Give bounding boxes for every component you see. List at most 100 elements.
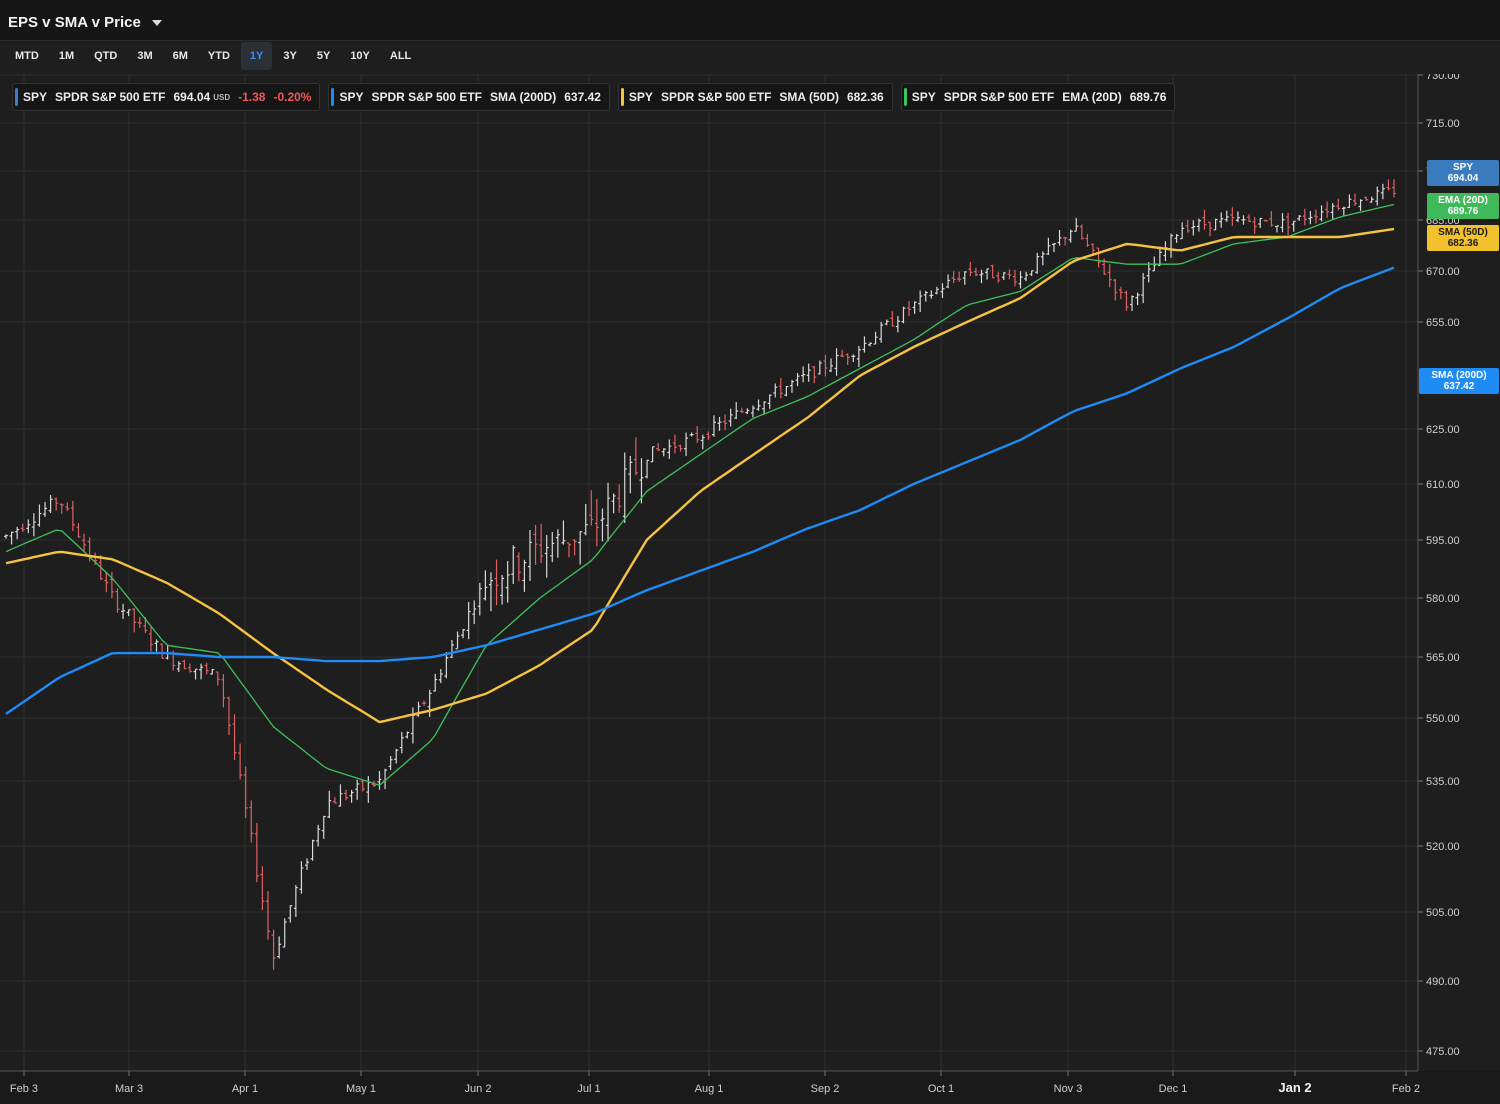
ohlc-bar — [70, 500, 75, 531]
ohlc-bar — [773, 383, 778, 398]
ohlc-bar — [934, 286, 939, 295]
ohlc-bar — [1068, 229, 1073, 243]
y-tick-label: 730.00 — [1426, 74, 1460, 82]
legend-ticker: SPY — [628, 90, 653, 104]
ohlc-bar — [1392, 179, 1396, 198]
ohlc-bar — [1196, 218, 1201, 232]
ohlc-bar — [873, 331, 878, 345]
price-tag-ema-20d: EMA (20D) 689.76 — [1427, 193, 1499, 219]
ohlc-bar — [1291, 220, 1296, 232]
ohlc-bar — [422, 700, 427, 706]
ohlc-bar — [327, 790, 332, 819]
ohlc-bar — [1386, 179, 1391, 191]
range-button-mtd[interactable]: MTD — [15, 50, 39, 62]
ohlc-bar — [645, 459, 650, 479]
legend-chip-sma-50d[interactable]: SPY SPDR S&P 500 ETF SMA (50D) 682.36 — [617, 83, 893, 111]
ohlc-bar — [26, 519, 31, 534]
ohlc-bar — [505, 561, 510, 603]
range-button-1y[interactable]: 1Y — [240, 42, 273, 70]
y-tick-label: 670.00 — [1426, 266, 1460, 278]
range-button-ytd[interactable]: YTD — [207, 50, 230, 62]
ohlc-bar — [895, 316, 900, 333]
ohlc-bar — [817, 360, 822, 375]
range-button-3m[interactable]: 3M — [137, 50, 153, 62]
ohlc-bar — [583, 504, 588, 536]
ohlc-bar — [1185, 219, 1190, 233]
x-axis-band — [0, 1071, 1500, 1104]
ohlc-bar — [221, 674, 226, 708]
legend-unit: USD — [213, 92, 231, 102]
range-button-qtd[interactable]: QTD — [94, 50, 118, 62]
ohlc-bar — [477, 582, 482, 616]
ohlc-bar — [1380, 183, 1385, 200]
range-button-6m[interactable]: 6M — [172, 50, 188, 62]
ohlc-bar — [806, 363, 811, 382]
ohlc-bar — [555, 529, 560, 558]
ohlc-bar — [1352, 193, 1357, 206]
ohlc-bar — [845, 353, 850, 365]
ohlc-bar — [109, 572, 114, 599]
ohlc-bar — [750, 405, 755, 418]
ohlc-bar — [9, 531, 14, 545]
legend-name: SPDR S&P 500 ETF — [371, 90, 482, 104]
ohlc-bar — [210, 668, 215, 675]
ohlc-bar — [762, 401, 767, 415]
ohlc-bar — [377, 770, 382, 790]
x-axis: Feb 3 Mar 3 Apr 1 May 1 Jun 2 Jul 1 Aug 1 Sep 2… — [0, 1070, 1500, 1104]
ohlc-bar — [907, 301, 912, 317]
top-bar: EPS v SMA v Price — [0, 0, 1500, 41]
legend-chip-sma-200d[interactable]: SPY SPDR S&P 500 ETF SMA (200D) 637.42 — [328, 83, 610, 111]
range-button-3y[interactable]: 3Y — [283, 50, 297, 62]
ohlc-bar — [985, 268, 990, 280]
ohlc-bar — [59, 503, 64, 514]
ohlc-bar — [1224, 210, 1229, 222]
ohlc-bar — [1336, 198, 1341, 211]
chart-grid — [0, 74, 1418, 1071]
range-button-1m[interactable]: 1M — [58, 50, 75, 62]
ohlc-bar — [639, 458, 644, 504]
ohlc-bar — [466, 601, 471, 640]
ohlc-bar — [1235, 211, 1240, 223]
ohlc-bar — [700, 434, 705, 450]
ohlc-bar — [132, 608, 137, 633]
price-tag-name: SPY — [1452, 162, 1473, 173]
ohlc-bar — [656, 442, 661, 452]
ohlc-bar — [1341, 206, 1346, 216]
ohlc-bar — [316, 824, 321, 847]
ohlc-bar — [1018, 271, 1023, 289]
ohlc-bar — [293, 884, 298, 917]
chart-title[interactable]: EPS v SMA v Price — [8, 14, 141, 31]
ohlc-bar — [678, 444, 683, 452]
ohlc-bar — [472, 600, 477, 625]
ohlc-bar — [15, 526, 20, 540]
ohlc-bar — [594, 499, 599, 547]
x-tick-label: Dec 1 — [1159, 1083, 1188, 1095]
legend-name: SPDR S&P 500 ETF — [55, 90, 166, 104]
legend-value: 689.76 — [1129, 90, 1167, 104]
ohlc-bar — [1124, 290, 1129, 311]
ohlc-bar — [996, 271, 1001, 283]
price-chart[interactable]: 730.00715.00700.00685.00670.00655.00625.… — [0, 74, 1500, 1104]
range-button-10y[interactable]: 10Y — [350, 50, 370, 62]
range-button-all[interactable]: ALL — [389, 50, 412, 62]
chevron-down-icon[interactable] — [152, 20, 162, 26]
line-sma-50d — [5, 227, 1395, 724]
legend-chip-ema-20d[interactable]: SPY SPDR S&P 500 ETF EMA (20D) 689.76 — [900, 83, 1176, 111]
ohlc-bar — [148, 626, 153, 652]
ohlc-bar — [962, 271, 967, 285]
ohlc-bar — [243, 766, 248, 819]
ohlc-bar — [394, 748, 399, 764]
x-tick-label: Oct 1 — [928, 1083, 954, 1095]
ohlc-bar — [1096, 247, 1101, 268]
range-button-5y[interactable]: 5Y — [316, 50, 331, 62]
ohlc-bar — [1269, 211, 1274, 227]
price-tag-value: 694.04 — [1447, 173, 1479, 184]
ohlc-bar — [1202, 209, 1207, 230]
ohlc-bar — [622, 452, 627, 523]
ohlc-bar — [711, 415, 716, 437]
x-tick-label: Aug 1 — [695, 1083, 724, 1095]
y-tick-label: 535.00 — [1426, 776, 1460, 788]
x-tick-label: May 1 — [346, 1083, 376, 1095]
legend-chip-price[interactable]: SPY SPDR S&P 500 ETF 694.04 USD -1.38 -0.20% — [12, 83, 321, 111]
x-tick-label: Nov 3 — [1054, 1083, 1083, 1095]
